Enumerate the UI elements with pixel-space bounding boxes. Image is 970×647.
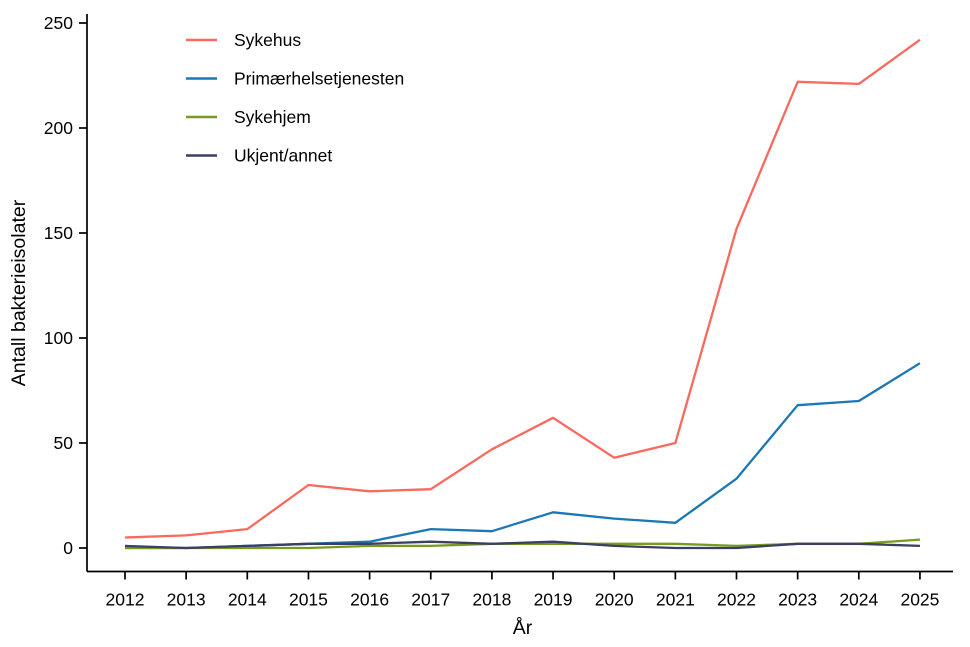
x-tick-label: 2014 [228, 590, 267, 610]
x-tick-label: 2012 [106, 590, 145, 610]
x-tick-label: 2013 [167, 590, 206, 610]
x-tick-label: 2017 [411, 590, 450, 610]
y-axis-title: Antall bakterieisolater [8, 199, 30, 386]
y-tick-label: 200 [44, 118, 73, 138]
series-line-ukjent-annet [124, 540, 920, 550]
x-tick-label: 2015 [289, 590, 328, 610]
x-tick-label: 2018 [472, 590, 511, 610]
legend-label-ukjent-annet: Ukjent/annet [234, 146, 332, 166]
x-tick-label: 2023 [778, 590, 817, 610]
y-tick-label: 250 [44, 13, 73, 33]
y-tick-label: 50 [54, 433, 74, 453]
y-tick-label: 0 [63, 538, 73, 558]
x-tick-label: 2024 [839, 590, 878, 610]
y-tick-label: 150 [44, 223, 73, 243]
x-tick-label: 2020 [595, 590, 634, 610]
legend-label-prim-rhelsetjenesten: Primærhelsetjenesten [234, 69, 404, 89]
x-axis-title: År [513, 616, 533, 639]
x-tick-label: 2025 [900, 590, 939, 610]
legend-label-sykehus: Sykehus [234, 30, 301, 50]
x-tick-label: 2022 [717, 590, 756, 610]
x-tick-label: 2016 [350, 590, 389, 610]
series-line-sykehus [124, 38, 921, 539]
x-tick-label: 2019 [534, 590, 573, 610]
x-tick-label: 2021 [656, 590, 695, 610]
series-line-prim-rhelsetjenesten [125, 362, 921, 550]
legend-label-sykehjem: Sykehjem [234, 107, 311, 127]
y-tick-label: 100 [44, 328, 73, 348]
